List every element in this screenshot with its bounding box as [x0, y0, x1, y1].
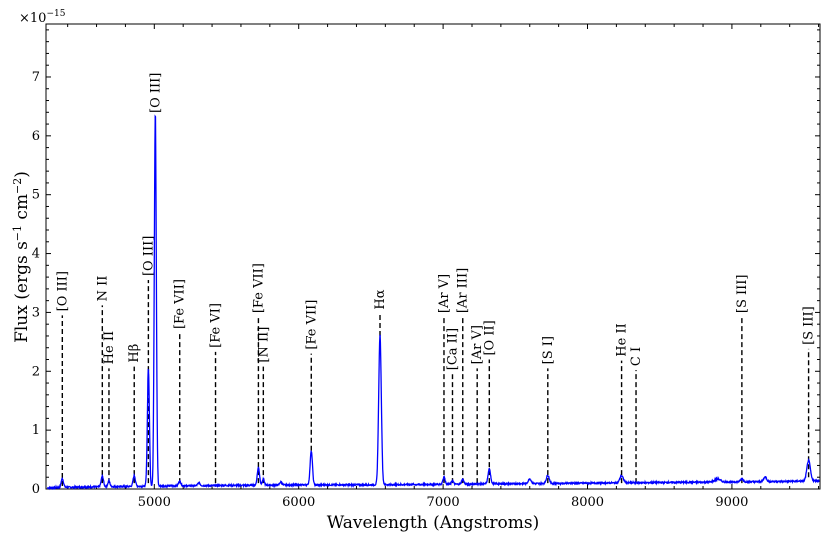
annotation-label: [S III] — [802, 306, 817, 345]
y-tick-label: 5 — [32, 188, 40, 203]
y-tick-label: 3 — [32, 305, 40, 320]
annotation-label: [O III] — [148, 73, 163, 113]
y-tick-label: 2 — [32, 364, 40, 379]
annotation-label: [Fe VII] — [304, 300, 319, 350]
x-tick-label: 8000 — [571, 495, 604, 510]
x-axis-label: Wavelength (Angstroms) — [327, 513, 539, 533]
annotation-label: [Fe VII] — [251, 263, 266, 313]
y-tick-label: 1 — [32, 423, 40, 438]
line-annotations: [O III] N II He II Hβ [O III] [O III] [Fe VII]… — [55, 73, 817, 487]
axis-ticks — [46, 24, 820, 490]
y-scale-multiplier: ×10−15 — [19, 9, 66, 26]
x-tick-label: 6000 — [282, 495, 315, 510]
annotation-label: [Fe VII] — [173, 279, 188, 329]
annotation-label: He II — [615, 323, 630, 356]
y-axis-label: Flux (ergs s−1 cm−2) — [11, 171, 32, 343]
annotation-label: [O III] — [141, 236, 156, 276]
annotation-label: [Ca II] — [445, 328, 460, 370]
annotation-label: [Ar V] — [437, 274, 452, 313]
y-tick-label: 4 — [32, 247, 40, 262]
annotation-label: N II — [95, 276, 110, 302]
annotation-label: He II — [102, 331, 117, 364]
y-tick-label: 0 — [32, 482, 40, 497]
x-tick-label: 7000 — [427, 495, 460, 510]
y-tick-label: 6 — [32, 129, 40, 144]
annotation-label: Hβ — [127, 344, 142, 363]
annotation-label: [O II] — [482, 320, 497, 355]
tick-labels: 5000 6000 7000 8000 9000 0 1 2 3 4 5 6 7 — [32, 70, 749, 510]
spectrum-line — [47, 114, 820, 491]
annotation-label: [N II] — [256, 327, 271, 363]
annotation-label: [Ar III] — [456, 268, 471, 313]
annotation-label: [S III] — [735, 275, 750, 314]
annotation-label: C I — [629, 347, 644, 366]
annotation-label: [S I] — [541, 336, 556, 364]
x-tick-label: 9000 — [715, 495, 748, 510]
y-tick-label: 7 — [32, 70, 40, 85]
annotation-label: [Ar V] — [470, 325, 485, 364]
plot-frame — [45, 23, 821, 490]
annotation-label: [Fe VI] — [209, 303, 224, 348]
x-tick-label: 5000 — [138, 495, 171, 510]
annotation-label: [O III] — [55, 271, 70, 311]
annotation-label: Hα — [373, 289, 388, 309]
